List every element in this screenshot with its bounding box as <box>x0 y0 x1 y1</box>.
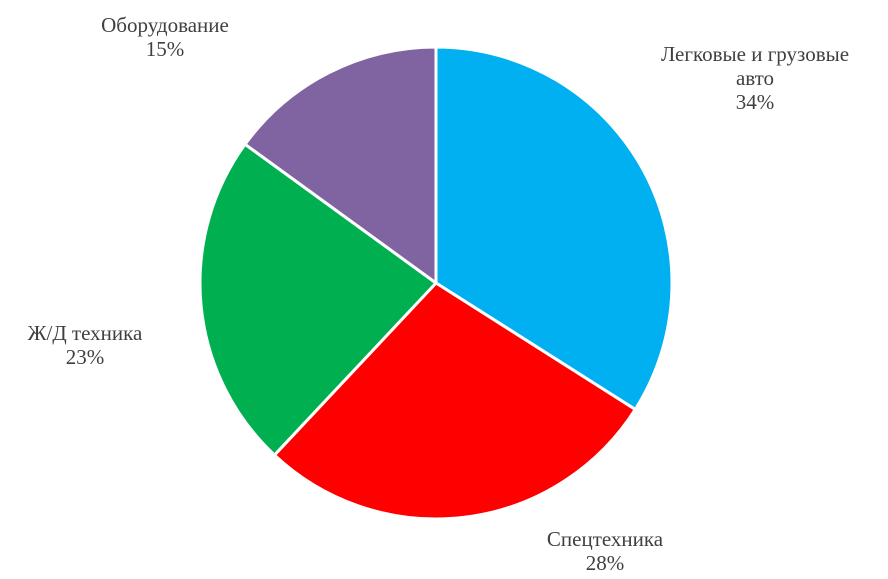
slice-category-line: авто <box>735 66 775 90</box>
slice-value-label: 23% <box>65 345 105 369</box>
label-legkovye-gruzovye-avto: Легковые и грузовые авто 34% <box>635 42 875 114</box>
slice-category-line: Спецтехника <box>546 527 664 551</box>
slice-category-line: Ж/Д техника <box>27 321 143 345</box>
label-zhd-tehnika: Ж/Д техника 23% <box>0 321 170 369</box>
pie-slice-1 <box>272 281 637 521</box>
pie-slice-2 <box>198 142 438 457</box>
slice-value-label: 15% <box>145 37 185 61</box>
label-spectehnika: Спецтехника 28% <box>515 527 695 575</box>
slice-category-line: Оборудование <box>101 13 229 37</box>
pie-slice-3 <box>243 45 438 285</box>
slice-category-line: Легковые и грузовые <box>660 42 850 66</box>
label-oborudovanie: Оборудование 15% <box>70 13 260 61</box>
slice-value-label: 28% <box>585 551 625 575</box>
slice-value-label: 34% <box>735 90 775 114</box>
